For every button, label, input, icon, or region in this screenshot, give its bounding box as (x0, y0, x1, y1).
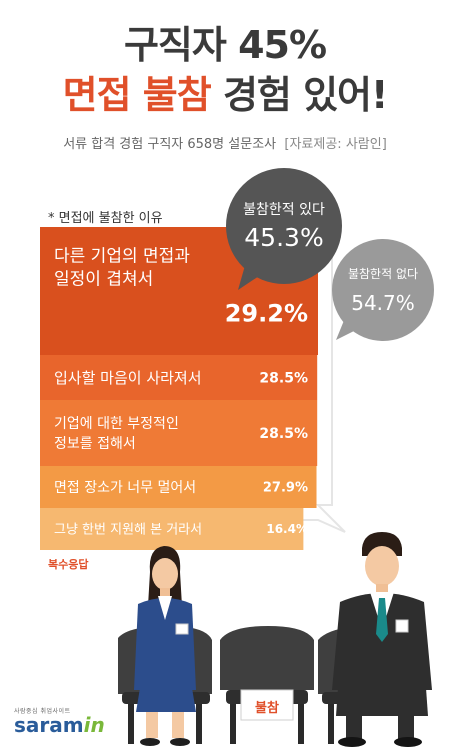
woman-figure (118, 546, 212, 746)
title-line2: 면접 불참 경험 있어! (0, 64, 450, 119)
people-illustration: 불참 (118, 532, 432, 747)
bar-label-4: 면접 장소가 너무 멀어서 (54, 480, 196, 496)
bar-3 (40, 400, 318, 466)
bar-label-3: 기업에 대한 부정적인 정보를 접해서 (54, 416, 179, 452)
pie-slice-2 (332, 239, 434, 341)
logo-wordmark: saramin (14, 715, 105, 735)
bar-value-1: 29.2% (225, 299, 308, 327)
empty-chair: 불참 (220, 626, 314, 744)
pie-bubble-tail-2 (336, 318, 356, 340)
data-source: [자료제공: 사람인] (284, 137, 387, 152)
pie-slice-1 (226, 168, 342, 284)
reason-heading: * 면접에 불참한 이유 (48, 211, 163, 226)
pie-value-2: 54.7% (351, 291, 415, 315)
pie-label-2: 불참한적 없다 (348, 267, 418, 281)
bar-4 (40, 466, 317, 508)
title-rest: 경험 있어! (210, 73, 388, 117)
bar-label-2: 입사할 마음이 사라져서 (54, 369, 202, 387)
chair-sign: 불참 (255, 700, 279, 716)
saramin-logo: 사람중심 취업사이트 saramin (14, 706, 105, 735)
bar-value-4: 27.9% (263, 481, 308, 496)
subtitle: 서류 합격 경험 구직자 658명 설문조사 [자료제공: 사람인] (0, 133, 450, 152)
pie-label-1: 불참한적 있다 (243, 202, 325, 218)
man-figure (318, 532, 432, 747)
bar-label-1: 다른 기업의 면접과 일정이 겹쳐서 (54, 246, 190, 289)
logo-tagline: 사람중심 취업사이트 (14, 708, 71, 715)
pie-value-1: 45.3% (244, 223, 323, 252)
pie-bubbles: 불참한적 있다 45.3% 불참한적 없다 54.7% (226, 168, 434, 341)
bar-group: 다른 기업의 면접과 일정이 겹쳐서 29.2% 입사할 마음이 사라져서 28.5% 기… (40, 227, 318, 550)
bar-label-5: 그냥 한번 지원해 본 거라서 (54, 523, 202, 538)
bar-value-5: 16.4% (266, 522, 308, 536)
bar-value-3: 28.5% (259, 426, 308, 442)
logo-name: saram (14, 713, 84, 737)
title-line1: 구직자 45% (123, 23, 327, 67)
survey-description: 서류 합격 경험 구직자 658명 설문조사 (63, 137, 277, 152)
bar-5 (40, 508, 304, 550)
title-highlight: 면접 불참 (62, 73, 212, 117)
bar-2 (40, 355, 318, 400)
multiple-response-note: 복수응답 (48, 558, 89, 571)
pie-bubble-tail-1 (238, 262, 262, 290)
bar-value-2: 28.5% (259, 370, 308, 386)
logo-suffix: in (83, 713, 105, 737)
